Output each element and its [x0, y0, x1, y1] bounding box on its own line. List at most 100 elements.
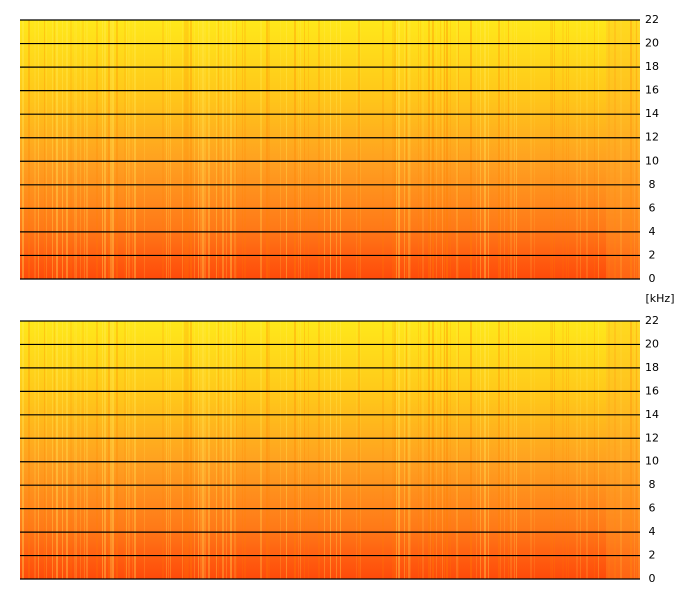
texture — [636, 20, 637, 279]
y-tick-label: 2 — [649, 248, 656, 261]
texture — [86, 321, 88, 579]
texture — [226, 321, 227, 579]
texture — [28, 20, 30, 279]
texture — [336, 321, 337, 579]
texture — [244, 321, 246, 579]
texture — [450, 20, 451, 279]
texture — [440, 20, 441, 279]
texture — [190, 20, 192, 279]
texture — [304, 20, 305, 279]
texture — [202, 20, 204, 279]
texture — [294, 321, 296, 579]
texture — [84, 20, 85, 279]
y-tick-label: 18 — [645, 60, 659, 73]
texture — [124, 20, 126, 279]
y-tick-label: 6 — [649, 502, 656, 515]
texture — [242, 20, 243, 279]
texture — [76, 20, 77, 279]
texture — [294, 20, 296, 279]
y-tick-label: 20 — [645, 37, 659, 50]
texture — [54, 321, 55, 579]
texture — [488, 321, 489, 579]
texture — [56, 321, 58, 579]
texture — [166, 20, 167, 279]
texture — [396, 20, 397, 279]
texture — [500, 321, 501, 579]
texture — [230, 20, 232, 279]
texture — [54, 20, 55, 279]
texture — [132, 20, 133, 279]
texture — [550, 321, 552, 579]
texture — [204, 20, 206, 279]
y-tick-label: 16 — [645, 84, 659, 97]
texture — [552, 20, 553, 279]
texture — [46, 321, 47, 579]
texture — [132, 321, 133, 579]
texture — [126, 321, 127, 579]
texture — [82, 20, 84, 279]
spectrogram-panel: 0 2 4 6 8 10 12 14 16 18 20 22 — [20, 314, 659, 585]
y-tick-label: 22 — [645, 13, 659, 26]
texture — [620, 20, 622, 279]
texture — [406, 20, 407, 279]
y-tick-label: 14 — [645, 408, 659, 421]
y-tick-label: 10 — [645, 154, 659, 167]
texture — [428, 321, 430, 579]
texture — [406, 321, 407, 579]
spectrogram-image — [20, 20, 640, 279]
texture — [126, 20, 127, 279]
texture — [82, 321, 84, 579]
texture — [186, 321, 188, 579]
texture — [222, 321, 224, 579]
texture — [112, 20, 114, 279]
texture — [170, 20, 171, 279]
texture — [606, 20, 640, 279]
texture — [608, 20, 610, 279]
texture — [298, 321, 299, 579]
texture — [432, 321, 434, 579]
texture — [594, 20, 595, 279]
y-tick-label: 6 — [649, 201, 656, 214]
texture — [566, 321, 567, 579]
texture — [268, 20, 270, 279]
texture — [404, 321, 405, 579]
y-tick-label: 0 — [649, 272, 656, 285]
texture — [598, 321, 599, 579]
texture — [280, 321, 281, 579]
texture — [634, 20, 635, 279]
texture — [580, 321, 581, 579]
texture — [392, 20, 394, 279]
y-tick-label: 2 — [649, 549, 656, 562]
texture — [550, 20, 552, 279]
texture — [432, 20, 434, 279]
texture — [300, 20, 301, 279]
texture — [398, 321, 400, 579]
texture — [200, 20, 202, 279]
texture — [38, 20, 39, 279]
texture — [580, 20, 581, 279]
texture — [360, 20, 361, 279]
texture — [144, 321, 145, 579]
texture — [530, 20, 532, 279]
texture — [498, 321, 500, 579]
texture — [52, 321, 53, 579]
texture — [420, 20, 421, 279]
texture — [298, 20, 299, 279]
texture — [330, 321, 331, 579]
texture — [194, 20, 195, 279]
texture — [244, 20, 246, 279]
texture — [408, 20, 410, 279]
texture — [104, 20, 106, 279]
texture — [394, 321, 396, 579]
texture — [102, 20, 103, 279]
texture — [304, 321, 305, 579]
texture — [410, 20, 411, 279]
texture — [34, 20, 36, 279]
texture — [184, 321, 186, 579]
texture — [66, 321, 68, 579]
texture — [446, 20, 448, 279]
texture — [514, 321, 515, 579]
y-tick-label: 18 — [645, 361, 659, 374]
texture — [230, 321, 232, 579]
texture — [554, 20, 555, 279]
